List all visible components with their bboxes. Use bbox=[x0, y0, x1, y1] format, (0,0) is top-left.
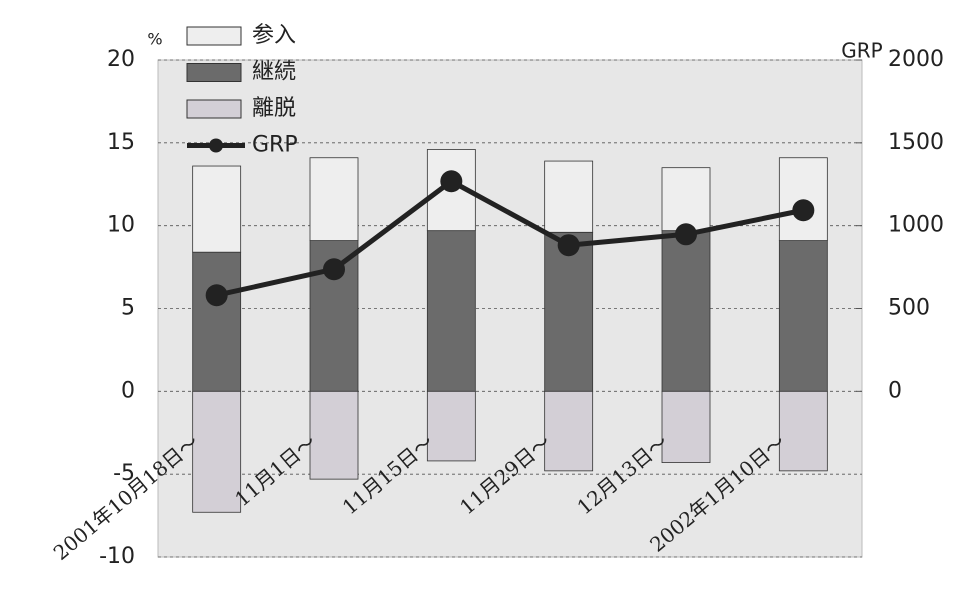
y-axis-label: % bbox=[147, 30, 162, 49]
y2-tick-label: 2000 bbox=[888, 47, 944, 72]
legend-swatch bbox=[186, 63, 242, 82]
bar-segment bbox=[426, 230, 476, 392]
bar-segment bbox=[544, 231, 594, 392]
bar-segment bbox=[192, 390, 242, 513]
bar-segment bbox=[544, 390, 594, 472]
y-tick-label: -5 bbox=[113, 461, 135, 486]
y2-tick-label: 1500 bbox=[888, 130, 944, 155]
y2-axis-label: GRP bbox=[841, 39, 882, 63]
bar-segment bbox=[426, 390, 476, 462]
line-point bbox=[440, 170, 463, 193]
line-point bbox=[675, 223, 697, 246]
line bbox=[216, 178, 804, 298]
legend-label: 離脱 bbox=[252, 96, 296, 121]
y2-tick-label: 500 bbox=[888, 296, 930, 321]
legend-swatch bbox=[186, 26, 242, 46]
bar-segment bbox=[778, 157, 828, 241]
line-point bbox=[323, 258, 345, 281]
legend-swatch bbox=[186, 99, 242, 119]
y-tick-label: -10 bbox=[99, 544, 135, 569]
y-tick-label: 10 bbox=[107, 213, 135, 238]
bar-segment bbox=[309, 390, 359, 480]
bar-segment bbox=[192, 251, 242, 392]
bar-segment bbox=[661, 230, 711, 392]
bar-segment bbox=[661, 390, 711, 463]
bar-segment bbox=[309, 157, 359, 241]
bar-segment bbox=[544, 160, 594, 233]
bar-segment bbox=[192, 165, 242, 253]
plot-area bbox=[157, 59, 863, 558]
legend-label: GRP bbox=[252, 133, 298, 158]
line-point bbox=[792, 199, 815, 222]
y-tick-label: 15 bbox=[107, 130, 135, 155]
y2-tick-label: 0 bbox=[888, 378, 902, 403]
bar-segment bbox=[778, 240, 828, 392]
bar-segment bbox=[661, 167, 711, 232]
y-tick-label: 5 bbox=[121, 296, 135, 321]
line-point bbox=[557, 234, 580, 257]
line-point bbox=[205, 284, 228, 307]
y-tick-label: 0 bbox=[121, 378, 135, 403]
y-tick-label: 20 bbox=[107, 47, 135, 72]
legend-label: 継続 bbox=[252, 60, 296, 85]
legend-label: 参入 bbox=[252, 23, 296, 48]
y2-tick-label: 1000 bbox=[888, 213, 944, 238]
bar-segment bbox=[778, 390, 828, 472]
legend-marker bbox=[209, 138, 223, 153]
